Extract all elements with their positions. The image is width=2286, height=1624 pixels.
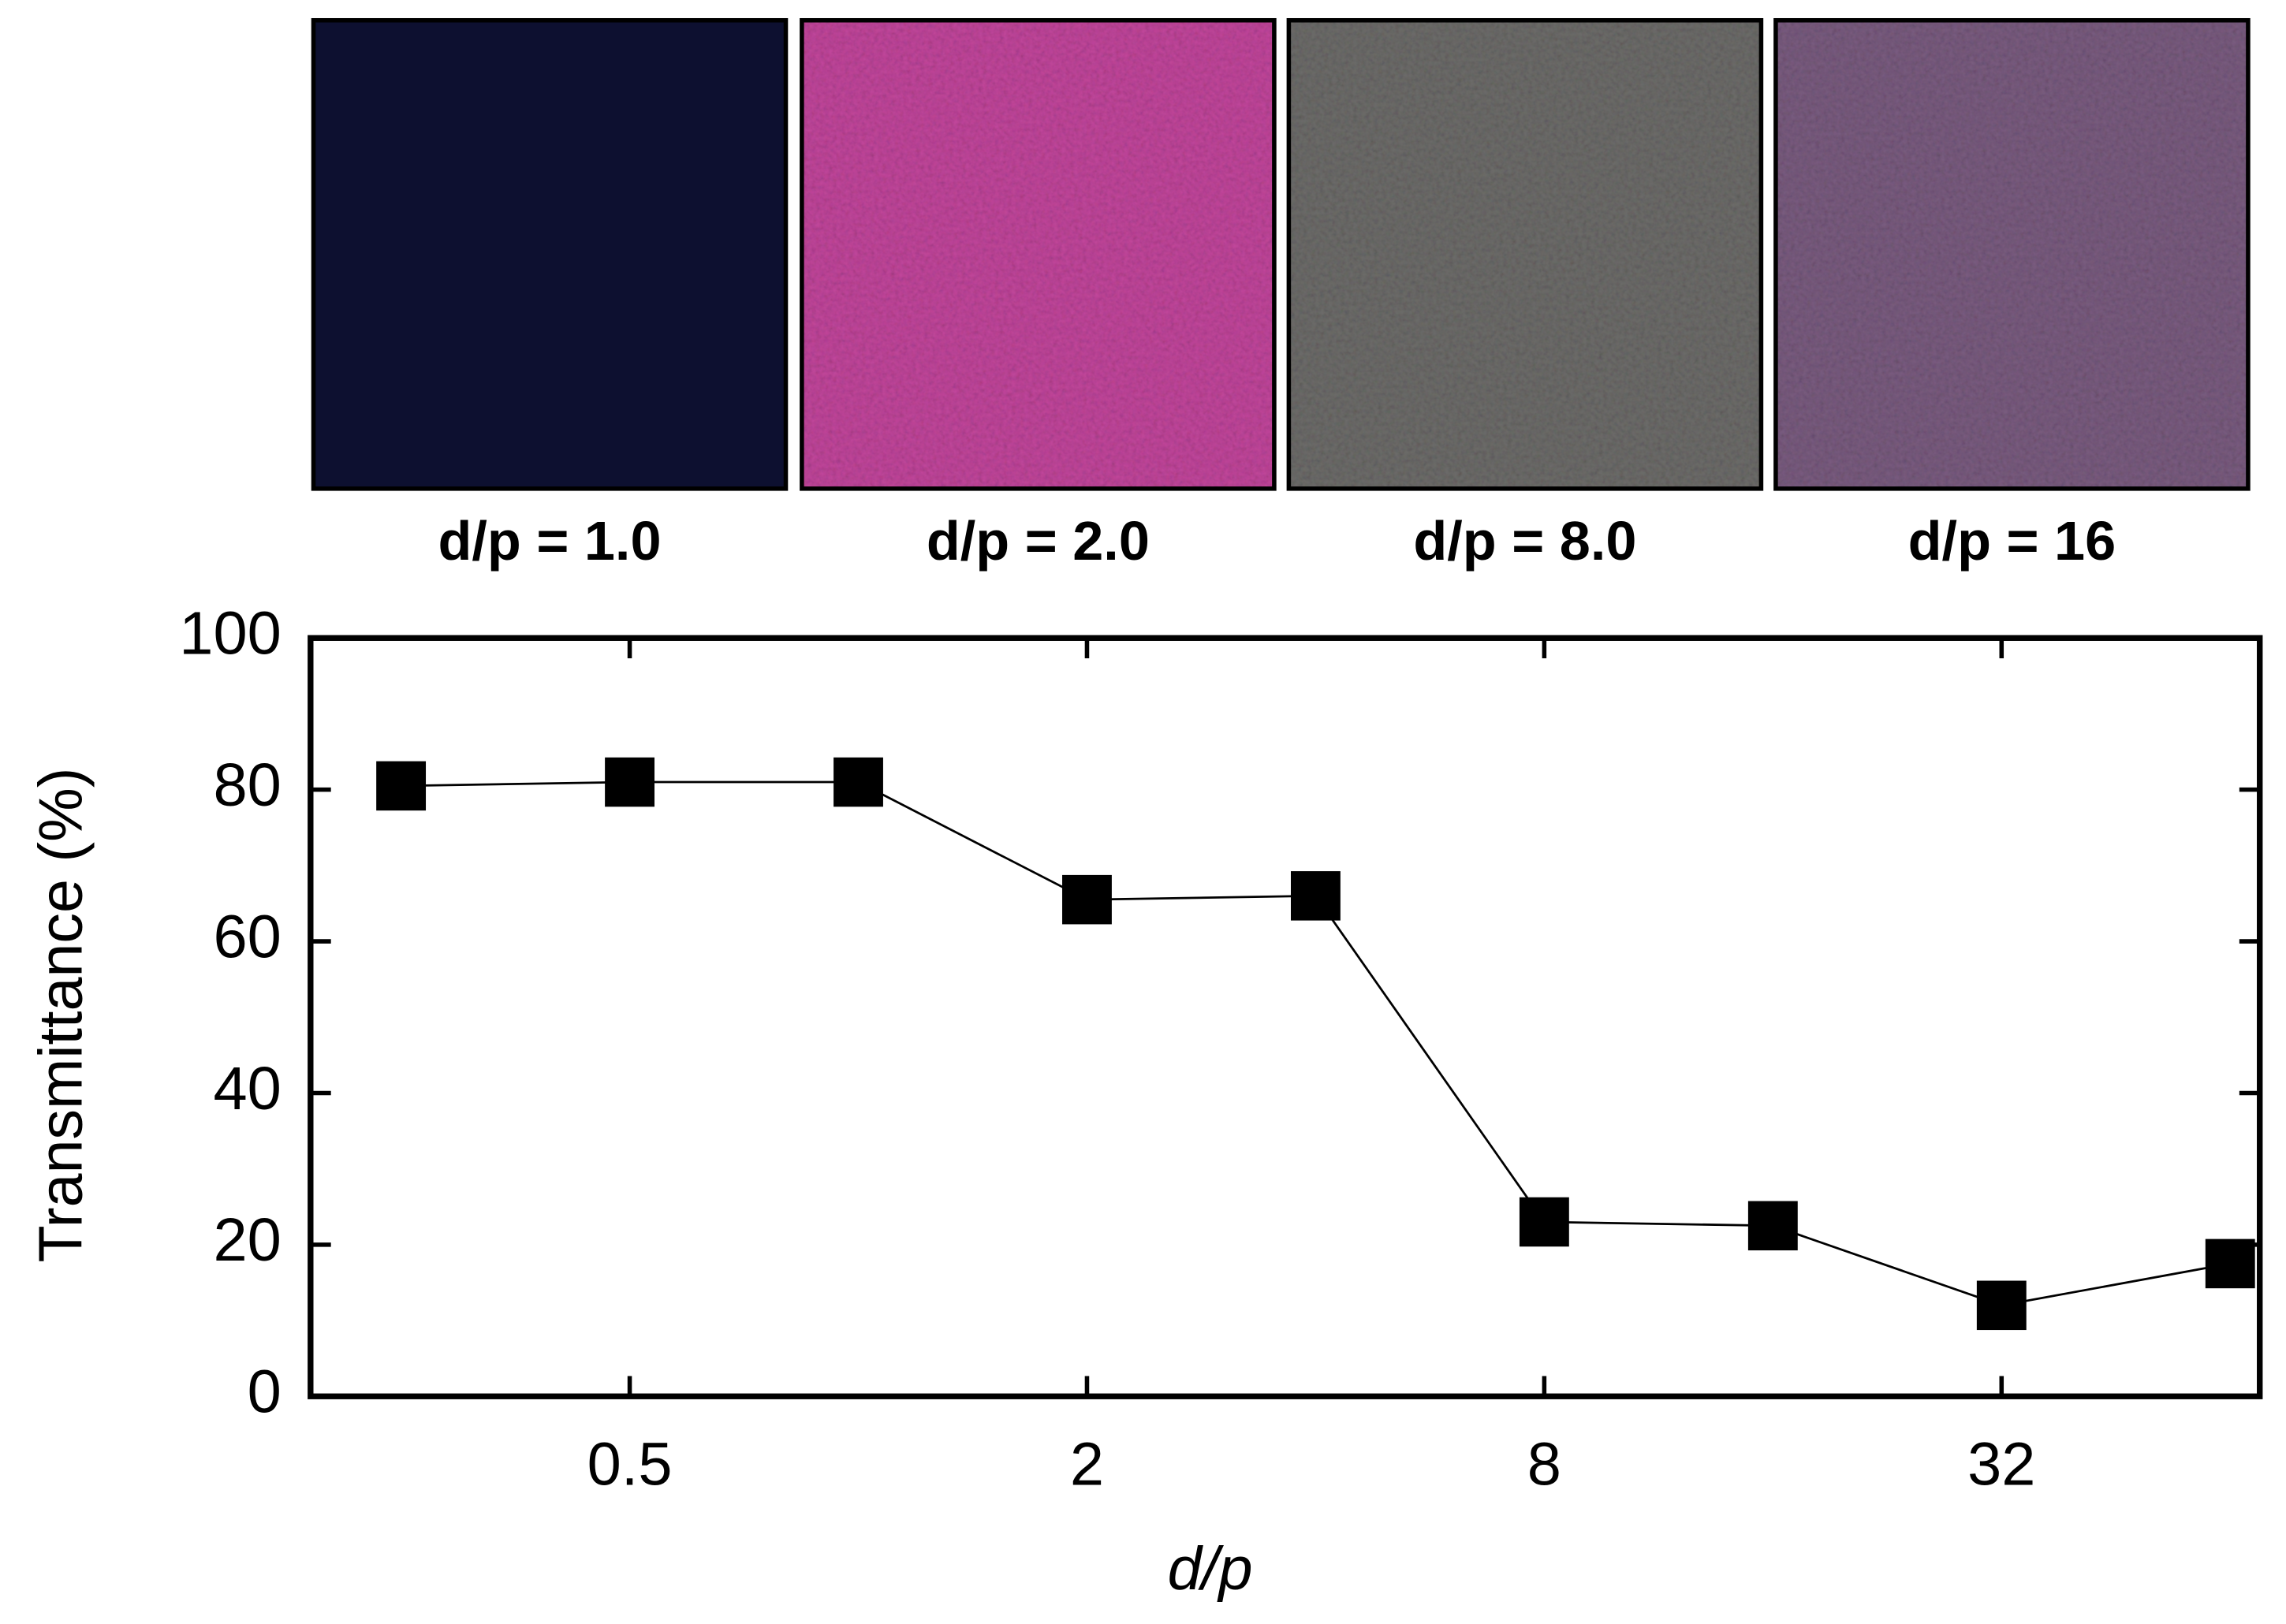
micrograph	[313, 20, 786, 489]
y-tick-label: 40	[213, 1055, 281, 1123]
y-tick-label: 60	[213, 903, 281, 971]
micrograph-border	[1286, 17, 1764, 491]
marker	[1062, 874, 1112, 925]
micrograph	[1775, 20, 2248, 489]
y-tick-label: 80	[213, 751, 281, 819]
marker	[376, 761, 427, 811]
marker	[1519, 1197, 1569, 1247]
x-axis-title: d/p	[1168, 1535, 1253, 1603]
y-tick-label: 0	[248, 1358, 282, 1426]
x-tick-label: 32	[1967, 1431, 2035, 1499]
x-tick-label: 0.5	[587, 1431, 673, 1499]
marker	[1976, 1280, 2027, 1331]
marker	[2205, 1238, 2255, 1289]
plot-frame	[308, 635, 2263, 1399]
marker	[1747, 1201, 1798, 1251]
micrograph	[1288, 20, 1762, 489]
marker	[833, 757, 883, 807]
panel-label: d/p = 2.0	[927, 510, 1150, 572]
panel-label: d/p = 8.0	[1413, 510, 1636, 572]
micrograph-border	[800, 17, 1277, 491]
y-tick-label: 100	[179, 600, 282, 668]
y-tick-label: 20	[213, 1206, 281, 1274]
x-tick-label: 8	[1527, 1431, 1561, 1499]
panel-label: d/p = 1.0	[438, 510, 661, 572]
micrograph-border	[1773, 17, 2251, 491]
marker	[1290, 871, 1341, 921]
micrograph-border	[311, 17, 789, 491]
y-axis-title: Transmittance (%)	[28, 767, 95, 1262]
micrograph	[801, 20, 1274, 489]
line	[401, 780, 2231, 1307]
x-tick-label: 2	[1070, 1431, 1104, 1499]
marker	[605, 757, 654, 807]
panel-label: d/p = 16	[1908, 510, 2116, 572]
